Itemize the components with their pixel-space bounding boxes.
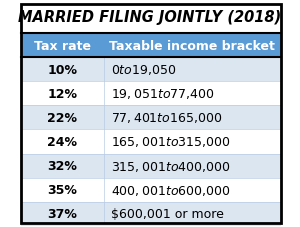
Text: $400,001 to $600,000: $400,001 to $600,000 — [110, 183, 230, 197]
Bar — [21, 106, 280, 130]
Text: $600,001 or more: $600,001 or more — [110, 207, 224, 220]
Text: Tax rate: Tax rate — [34, 39, 91, 52]
Text: $77,401 to $165,000: $77,401 to $165,000 — [110, 111, 222, 125]
Text: 24%: 24% — [47, 135, 77, 148]
Text: $19,051 to $77,400: $19,051 to $77,400 — [110, 87, 214, 101]
Bar — [21, 82, 280, 106]
Bar — [21, 34, 280, 58]
Text: Taxable income bracket: Taxable income bracket — [109, 39, 275, 52]
Text: $315,001 to $400,000: $315,001 to $400,000 — [110, 159, 230, 173]
Text: 22%: 22% — [47, 111, 77, 124]
Text: MARRIED FILING JOINTLY (2018): MARRIED FILING JOINTLY (2018) — [18, 10, 282, 25]
Bar — [21, 178, 280, 202]
Bar — [21, 202, 280, 226]
Bar — [21, 58, 280, 82]
Text: $165,001 to $315,000: $165,001 to $315,000 — [110, 135, 230, 149]
Text: 37%: 37% — [47, 207, 77, 220]
Text: 32%: 32% — [47, 159, 77, 172]
Bar — [21, 154, 280, 178]
Text: 10%: 10% — [47, 64, 77, 76]
Text: $0 to $19,050: $0 to $19,050 — [110, 63, 176, 77]
Text: 35%: 35% — [47, 183, 77, 196]
Text: 12%: 12% — [47, 88, 77, 101]
Bar — [21, 130, 280, 154]
